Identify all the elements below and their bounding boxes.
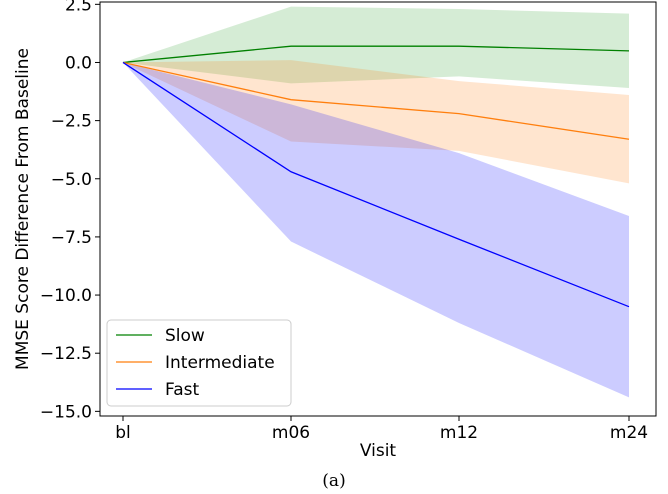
legend: Slow Intermediate Fast (106, 319, 292, 407)
band-slow (123, 6, 629, 89)
line-slow (122, 45, 630, 64)
x-axis-title: Visit (360, 441, 397, 461)
legend-box (106, 319, 292, 407)
y-tick-label: −15.0 (40, 402, 92, 422)
x-tick-label: m24 (610, 423, 648, 443)
x-axis-ticks: bl m06 m12 m24 (115, 416, 648, 443)
y-axis-ticks: 2.5 0.0 −2.5 −5.0 −7.5 −10.0 −12.5 −15.0 (40, 0, 100, 422)
y-tick-label: −7.5 (51, 228, 92, 248)
plot-frame (99, 1, 657, 417)
y-tick-label: 2.5 (65, 0, 92, 15)
legend-label-intermediate: Intermediate (165, 353, 275, 373)
legend-label-slow: Slow (165, 326, 205, 346)
band-fast (123, 62, 629, 398)
line-fast (122, 61, 630, 308)
x-tick-label: m12 (440, 423, 478, 443)
y-tick-label: −12.5 (40, 344, 92, 364)
y-tick-label: 0.0 (65, 53, 92, 73)
y-axis-title: MMSE Score Difference From Baseline (13, 48, 33, 370)
line-intermediate (122, 61, 630, 140)
y-tick-label: −2.5 (51, 112, 92, 132)
series-lines (122, 45, 630, 308)
y-tick-label: −10.0 (40, 286, 92, 306)
figure-caption: (a) (322, 471, 345, 491)
x-tick-label: bl (115, 423, 131, 443)
x-tick-label: m06 (272, 423, 310, 443)
legend-label-fast: Fast (165, 380, 199, 400)
y-tick-label: −5.0 (51, 170, 92, 190)
